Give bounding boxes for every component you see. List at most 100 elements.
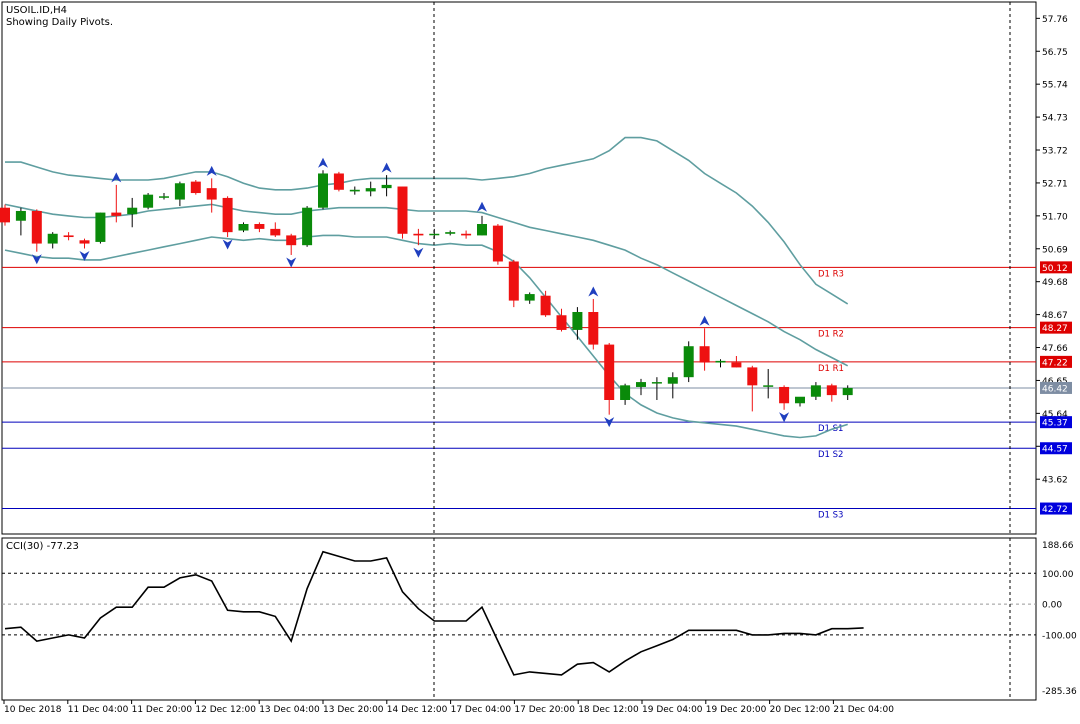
candle-body bbox=[127, 207, 138, 215]
price-tick-label: 47.66 bbox=[1042, 344, 1068, 354]
pivot-price-badge bbox=[1040, 321, 1072, 334]
candle bbox=[477, 215, 487, 236]
candle bbox=[795, 396, 805, 407]
time-axis: 10 Dec 2018 11 Dec 04:00 11 Dec 20:00 12 De… bbox=[3, 700, 894, 715]
candle bbox=[190, 180, 201, 195]
pivot-price-text: 50.12 bbox=[1042, 264, 1068, 274]
cci-label: CCI(30) -77.23 bbox=[6, 541, 79, 552]
fractal-down-arrow bbox=[779, 412, 790, 423]
candle-body bbox=[429, 233, 440, 236]
period-separators bbox=[433, 2, 1011, 700]
candle-body bbox=[477, 224, 487, 236]
pivot-badges: 50.12 48.27 47.22 45.37 44.57 42.72 46.42 bbox=[1040, 261, 1072, 515]
candle-body bbox=[111, 212, 122, 216]
candle-body bbox=[190, 181, 201, 194]
candle-body bbox=[413, 233, 424, 236]
fractal-up-arrow bbox=[699, 315, 710, 326]
time-label: 19 Dec 20:00 bbox=[706, 705, 767, 715]
candle bbox=[779, 385, 790, 410]
fractal-up-arrow bbox=[588, 286, 599, 297]
cci-level-label: -100.00 bbox=[1042, 631, 1077, 641]
candle-body bbox=[779, 386, 790, 404]
candle-body bbox=[810, 385, 821, 397]
time-label: 11 Dec 20:00 bbox=[132, 705, 193, 715]
candle-body bbox=[206, 188, 217, 200]
candle bbox=[127, 197, 138, 228]
pivot-label: D1 S3 bbox=[818, 511, 843, 521]
candle-body bbox=[15, 210, 26, 221]
pivot-price-text: 45.37 bbox=[1042, 419, 1068, 429]
candle bbox=[461, 230, 472, 239]
price-tick-label: 52.71 bbox=[1042, 179, 1068, 189]
candle bbox=[143, 193, 154, 210]
candle bbox=[31, 209, 42, 252]
fractal-down-arrow bbox=[31, 254, 42, 265]
cci-indicator: 100.00 0.00 -100.00 188.66 -285.36 bbox=[2, 541, 1077, 697]
candle bbox=[763, 369, 774, 399]
candle bbox=[699, 328, 710, 371]
candle bbox=[683, 341, 694, 383]
time-label: 18 Dec 12:00 bbox=[578, 705, 639, 715]
candle-body bbox=[699, 346, 710, 363]
price-axis: 57.76 56.75 55.74 54.73 53.72 52.71 51.70 50.69… bbox=[1036, 15, 1068, 486]
candle bbox=[0, 204, 10, 226]
time-label: 19 Dec 04:00 bbox=[642, 705, 703, 715]
candle-body bbox=[556, 315, 567, 330]
candle-body bbox=[159, 196, 169, 198]
candle bbox=[318, 170, 328, 210]
candle bbox=[747, 365, 758, 412]
fractal-up-arrow bbox=[318, 157, 328, 168]
candle bbox=[731, 356, 742, 368]
chart-subtitle: Showing Daily Pivots. bbox=[6, 17, 113, 28]
price-panel[interactable] bbox=[1, 1, 1037, 535]
candle-body bbox=[79, 240, 90, 244]
candle bbox=[111, 184, 122, 223]
candle-body bbox=[572, 312, 583, 330]
candle bbox=[349, 186, 360, 195]
band-lower bbox=[4, 234, 848, 439]
candle-body bbox=[397, 186, 408, 234]
candle-body bbox=[540, 295, 551, 316]
candle-body bbox=[445, 232, 456, 234]
fractal-up-arrow bbox=[111, 172, 122, 183]
pivot-price-text: 42.72 bbox=[1042, 505, 1068, 515]
candle bbox=[667, 372, 678, 399]
candle-body bbox=[302, 207, 313, 246]
candle-body bbox=[0, 207, 10, 223]
candle-body bbox=[508, 261, 519, 301]
time-label: 12 Dec 12:00 bbox=[195, 705, 256, 715]
candle bbox=[254, 222, 265, 233]
candle bbox=[810, 382, 821, 400]
time-label: 21 Dec 04:00 bbox=[833, 705, 894, 715]
candle bbox=[651, 377, 662, 400]
cci-panel[interactable] bbox=[1, 537, 1037, 701]
candle bbox=[604, 342, 615, 415]
candle-body bbox=[795, 396, 805, 404]
price-tick-label: 49.68 bbox=[1042, 278, 1068, 288]
candle bbox=[381, 175, 392, 197]
symbol-title: USOIL.ID,H4 bbox=[6, 5, 67, 16]
pivot-price-text: 47.22 bbox=[1042, 358, 1068, 368]
cci-level-label: 0.00 bbox=[1042, 601, 1062, 611]
candle bbox=[270, 222, 281, 238]
candle bbox=[445, 230, 456, 236]
cci-level-label: 100.00 bbox=[1042, 570, 1074, 580]
current-price-badge bbox=[1040, 381, 1072, 394]
price-tick-label: 48.67 bbox=[1042, 311, 1068, 321]
candle bbox=[63, 232, 74, 241]
candle-body bbox=[254, 224, 265, 229]
candle bbox=[636, 378, 646, 396]
candle-body bbox=[461, 233, 472, 236]
candle bbox=[826, 383, 837, 402]
fractal-down-arrow bbox=[604, 417, 615, 428]
candle-body bbox=[381, 184, 392, 189]
candle-body bbox=[667, 377, 678, 384]
candle bbox=[413, 228, 424, 246]
fractals bbox=[31, 157, 790, 428]
cci-max-label: 188.66 bbox=[1042, 541, 1074, 551]
candle-body bbox=[747, 367, 758, 386]
fractal-down-arrow bbox=[222, 239, 233, 250]
candle-body bbox=[588, 312, 599, 345]
time-label: 10 Dec 2018 bbox=[4, 705, 62, 715]
